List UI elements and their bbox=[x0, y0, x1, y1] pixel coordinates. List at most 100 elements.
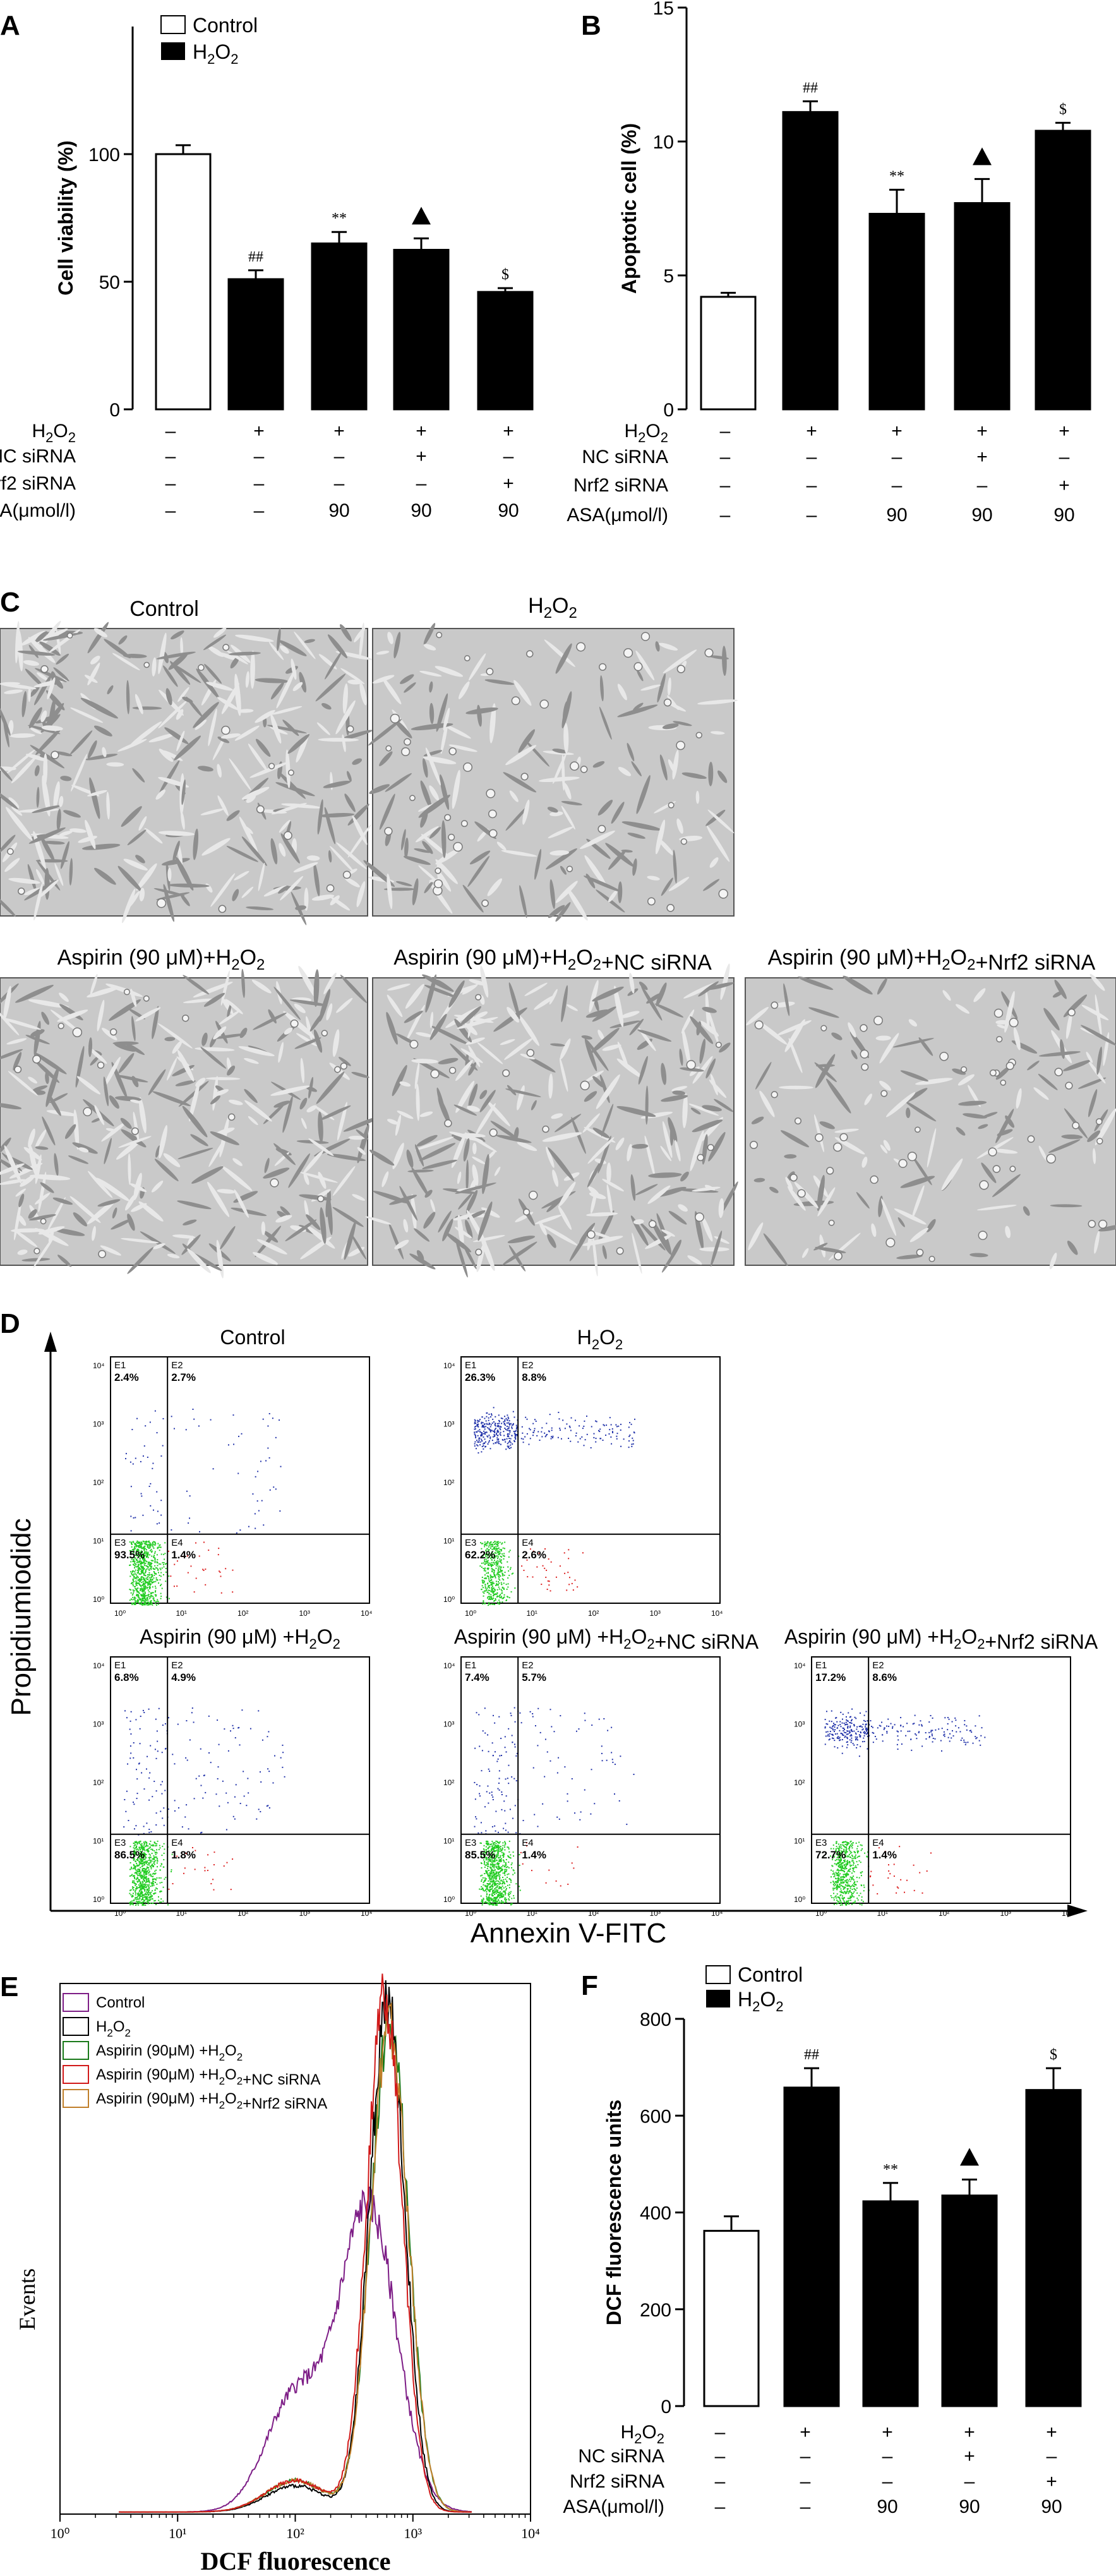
cell-shape bbox=[420, 810, 428, 828]
treatment-cell: – bbox=[720, 475, 731, 496]
flow-event bbox=[501, 1584, 503, 1586]
flow-event bbox=[481, 1579, 483, 1581]
cell-shape bbox=[347, 824, 371, 858]
cell-shape bbox=[100, 1245, 122, 1256]
round-cell bbox=[66, 632, 73, 639]
cell-shape bbox=[204, 663, 222, 684]
flow-event bbox=[158, 1546, 160, 1548]
flow-event bbox=[155, 1845, 157, 1846]
flow-event bbox=[227, 1802, 229, 1803]
flow-event bbox=[159, 1575, 160, 1577]
flow-event bbox=[508, 1840, 510, 1842]
flow-event bbox=[492, 1418, 494, 1420]
cell-shape bbox=[305, 1086, 317, 1092]
flow-event bbox=[497, 1563, 499, 1565]
round-cell bbox=[287, 769, 294, 776]
flow-event bbox=[148, 1878, 150, 1880]
flow-event bbox=[485, 1420, 487, 1422]
flow-event bbox=[146, 1561, 148, 1563]
flow-event bbox=[267, 1736, 268, 1738]
flow-event bbox=[138, 1865, 140, 1867]
treatment-row-label: H2O2 bbox=[32, 421, 76, 445]
flow-event bbox=[160, 1598, 162, 1599]
round-cell bbox=[640, 632, 651, 641]
flow-event bbox=[491, 1893, 493, 1894]
flow-event bbox=[512, 1424, 514, 1426]
flow-event bbox=[145, 1562, 147, 1564]
flow-event bbox=[496, 1558, 498, 1560]
flow-event bbox=[474, 1781, 476, 1783]
flow-event bbox=[513, 1897, 515, 1899]
flow-event bbox=[139, 1900, 141, 1902]
flow-event bbox=[488, 1585, 489, 1587]
cell-shape bbox=[133, 1111, 140, 1142]
flow-event bbox=[598, 1429, 600, 1431]
flow-event bbox=[144, 1890, 146, 1892]
cell-shape bbox=[54, 1228, 85, 1236]
cell-shape bbox=[303, 1150, 324, 1174]
flow-event bbox=[268, 1412, 270, 1414]
flow-event bbox=[616, 1438, 618, 1440]
cell-shape bbox=[300, 1057, 305, 1083]
bar bbox=[311, 242, 368, 411]
flow-event bbox=[147, 1556, 149, 1558]
flow-event bbox=[153, 1577, 155, 1579]
flow-event bbox=[141, 1579, 143, 1580]
round-cell bbox=[511, 696, 520, 706]
cell-shape bbox=[102, 747, 107, 757]
flow-event bbox=[160, 1901, 162, 1903]
flow-event bbox=[488, 1863, 489, 1865]
flow-event bbox=[486, 1431, 488, 1433]
flow-event bbox=[186, 1804, 188, 1806]
flow-event bbox=[202, 1797, 204, 1799]
cell-shape bbox=[549, 879, 556, 909]
flow-event bbox=[136, 1417, 138, 1419]
flow-event bbox=[153, 1781, 155, 1783]
flow-event bbox=[141, 1861, 143, 1863]
cell-shape bbox=[241, 786, 270, 800]
round-cell bbox=[156, 898, 167, 908]
flow-event bbox=[154, 1586, 156, 1587]
flow-event bbox=[183, 1872, 185, 1874]
flow-event bbox=[529, 1438, 531, 1440]
round-cell bbox=[409, 1040, 419, 1049]
cell-shape bbox=[120, 1117, 132, 1129]
flow-event bbox=[522, 1441, 524, 1443]
cell-shape bbox=[13, 1052, 22, 1071]
y-tick-label: 10⁰ bbox=[93, 1595, 104, 1604]
flow-event bbox=[152, 1575, 153, 1577]
round-cell bbox=[390, 713, 400, 724]
cell-shape bbox=[11, 806, 23, 816]
flow-event bbox=[152, 1509, 154, 1511]
flow-event bbox=[558, 1818, 560, 1820]
cell-shape bbox=[420, 780, 432, 809]
flow-event bbox=[205, 1791, 207, 1793]
cell-shape bbox=[28, 999, 69, 1008]
flow-event bbox=[521, 1565, 523, 1567]
flow-event bbox=[153, 1547, 155, 1549]
flow-event bbox=[141, 1600, 143, 1602]
cell-shape bbox=[36, 869, 45, 885]
flow-event bbox=[497, 1889, 499, 1891]
cell-shape bbox=[0, 1049, 23, 1061]
flow-event bbox=[249, 1728, 251, 1730]
flow-event bbox=[481, 1577, 483, 1579]
flow-event bbox=[164, 1723, 166, 1724]
round-cell bbox=[83, 1107, 92, 1117]
flow-event bbox=[497, 1545, 499, 1547]
flow-event bbox=[157, 1603, 159, 1605]
flow-event bbox=[136, 1886, 138, 1887]
round-cell bbox=[1096, 1138, 1103, 1145]
flow-event bbox=[143, 1875, 145, 1877]
round-cell bbox=[270, 1178, 279, 1188]
flow-event bbox=[189, 1517, 191, 1519]
flow-event bbox=[129, 1869, 131, 1870]
flow-event bbox=[268, 1457, 270, 1459]
flow-event bbox=[144, 1883, 146, 1885]
flow-event bbox=[140, 1872, 141, 1874]
flow-event bbox=[135, 1896, 136, 1898]
flow-event bbox=[193, 1798, 195, 1800]
flow-event bbox=[156, 1567, 158, 1569]
cell-shape bbox=[35, 1227, 69, 1246]
flow-event bbox=[131, 1902, 133, 1904]
